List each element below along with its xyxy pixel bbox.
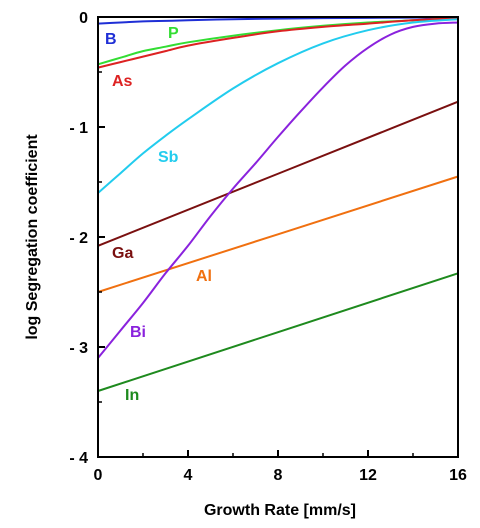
y-axis-title: log Segregation coefficient: [24, 134, 41, 340]
series-line-as: [97, 17, 459, 69]
series-line-al: [97, 175, 459, 293]
plot-frame: [97, 16, 459, 458]
series-label-bi: Bi: [130, 324, 146, 341]
series-line-p: [97, 17, 459, 66]
y-tick-label: - 1: [69, 120, 88, 137]
x-axis-title: Growth Rate [mm/s]: [204, 502, 356, 519]
series-line-in: [97, 272, 459, 392]
series-label-in: In: [125, 387, 139, 404]
y-tick-label: - 3: [69, 340, 88, 357]
x-tick-label: 0: [94, 467, 103, 484]
series-line-bi: [97, 21, 459, 359]
y-tick-label: - 4: [69, 450, 88, 467]
axis-ticks: 0 4 8 12 16 0 - 1 - 2 - 3 - 4: [69, 10, 467, 484]
series-label-sb: Sb: [158, 149, 179, 166]
series-lines: [97, 16, 459, 392]
y-tick-label: - 2: [69, 230, 88, 247]
series-label-al: Al: [196, 268, 212, 285]
y-tick-label: 0: [79, 10, 88, 27]
series-label-ga: Ga: [112, 245, 133, 262]
series-label-b: B: [105, 31, 117, 48]
series-label-p: P: [168, 25, 179, 42]
x-tick-label: 16: [449, 467, 467, 484]
x-tick-label: 8: [274, 467, 283, 484]
series-line-ga: [97, 100, 459, 247]
series-labels: B P As Sb Ga Al Bi In: [105, 25, 212, 404]
series-label-as: As: [112, 73, 133, 90]
x-tick-label: 4: [184, 467, 193, 484]
x-tick-label: 12: [359, 467, 377, 484]
series-line-sb: [97, 18, 459, 194]
